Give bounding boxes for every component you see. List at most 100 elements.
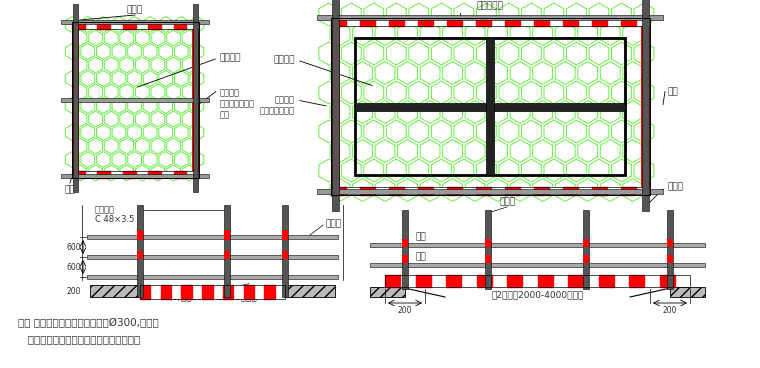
Polygon shape: [592, 187, 606, 195]
Polygon shape: [202, 285, 213, 299]
Bar: [282, 251, 288, 259]
Polygon shape: [447, 18, 461, 26]
Polygon shape: [160, 285, 171, 299]
Polygon shape: [72, 171, 84, 178]
Bar: [137, 251, 143, 259]
Polygon shape: [599, 275, 614, 287]
Bar: [137, 205, 143, 297]
Bar: [485, 255, 491, 263]
Polygon shape: [592, 18, 606, 26]
Text: 下杆: 下杆: [415, 252, 426, 261]
Polygon shape: [97, 171, 110, 178]
Bar: [61, 20, 209, 24]
Polygon shape: [331, 187, 346, 195]
Bar: [667, 255, 673, 263]
Polygon shape: [123, 171, 135, 178]
Polygon shape: [418, 187, 432, 195]
Polygon shape: [360, 187, 375, 195]
Bar: [90, 285, 140, 297]
Bar: [370, 243, 705, 247]
Text: 安全平网: 安全平网: [220, 53, 242, 63]
Bar: [402, 239, 408, 247]
Bar: [331, 18, 650, 26]
Polygon shape: [446, 275, 461, 287]
Text: 栏杆柱: 栏杆柱: [500, 197, 516, 206]
Text: 200: 200: [663, 306, 677, 315]
Polygon shape: [264, 285, 274, 299]
Polygon shape: [477, 275, 492, 287]
Polygon shape: [505, 18, 520, 26]
Bar: [87, 235, 338, 239]
Bar: [485, 210, 491, 289]
Polygon shape: [331, 18, 346, 26]
Bar: [331, 18, 650, 26]
Bar: [193, 4, 198, 192]
Polygon shape: [621, 187, 635, 195]
Text: 安全兜边
密道眼孔处检地
杆上: 安全兜边 密道眼孔处检地 杆上: [220, 88, 255, 119]
Polygon shape: [72, 22, 84, 29]
Polygon shape: [360, 18, 375, 26]
Polygon shape: [447, 187, 461, 195]
Bar: [140, 285, 285, 299]
Bar: [224, 251, 230, 259]
Bar: [331, 187, 650, 195]
Polygon shape: [416, 275, 431, 287]
Bar: [385, 275, 690, 287]
Text: 横杆: 横杆: [65, 185, 75, 194]
Text: 200: 200: [67, 287, 81, 297]
Text: 栏杆柱: 栏杆柱: [127, 5, 143, 14]
Polygon shape: [97, 22, 110, 29]
Polygon shape: [243, 285, 254, 299]
Bar: [486, 38, 494, 175]
Polygon shape: [173, 22, 186, 29]
Bar: [72, 22, 199, 29]
Bar: [370, 287, 405, 297]
Bar: [137, 230, 143, 240]
Polygon shape: [418, 18, 432, 26]
Bar: [317, 189, 663, 194]
Polygon shape: [385, 275, 401, 287]
Polygon shape: [476, 18, 490, 26]
Polygon shape: [534, 187, 549, 195]
Text: 踢脚板宽200，红白相间Ø150: 踢脚板宽200，红白相间Ø150: [214, 285, 290, 294]
Bar: [192, 22, 199, 178]
Text: 安全平网: 安全平网: [274, 56, 295, 64]
Polygon shape: [182, 285, 192, 299]
Bar: [317, 15, 663, 20]
Polygon shape: [563, 18, 578, 26]
Bar: [72, 171, 199, 178]
Text: 保护栏杆
C 48×3.5: 保护栏杆 C 48×3.5: [95, 205, 135, 224]
Bar: [61, 174, 209, 178]
Bar: [87, 275, 338, 279]
Polygon shape: [660, 275, 675, 287]
Polygon shape: [534, 18, 549, 26]
Polygon shape: [476, 187, 490, 195]
Text: 安全兜边
密道眼孔处检地: 安全兜边 密道眼孔处检地: [260, 95, 295, 115]
Polygon shape: [389, 187, 404, 195]
Bar: [670, 287, 705, 297]
Text: (1)边长1500-2000的洞口: (1)边长1500-2000的洞口: [168, 292, 257, 301]
Bar: [331, 18, 340, 195]
Polygon shape: [223, 285, 233, 299]
Bar: [385, 275, 690, 287]
Text: 上杆: 上杆: [415, 232, 426, 241]
Text: 下设横架板: 下设横架板: [477, 1, 503, 10]
Bar: [282, 230, 288, 240]
Bar: [72, 22, 79, 178]
Bar: [224, 205, 230, 297]
Polygon shape: [123, 22, 135, 29]
Text: （2）边长2000-4000的洞口: （2）边长2000-4000的洞口: [492, 290, 584, 299]
Bar: [402, 255, 408, 263]
Text: 栏杆柱: 栏杆柱: [667, 183, 683, 191]
Bar: [87, 255, 338, 259]
Bar: [61, 98, 209, 102]
Bar: [73, 4, 78, 192]
Bar: [355, 103, 625, 110]
Polygon shape: [148, 171, 161, 178]
Polygon shape: [568, 275, 583, 287]
Bar: [402, 210, 408, 289]
Polygon shape: [629, 275, 644, 287]
Polygon shape: [507, 275, 522, 287]
Bar: [370, 263, 705, 267]
Text: 600: 600: [66, 243, 81, 251]
